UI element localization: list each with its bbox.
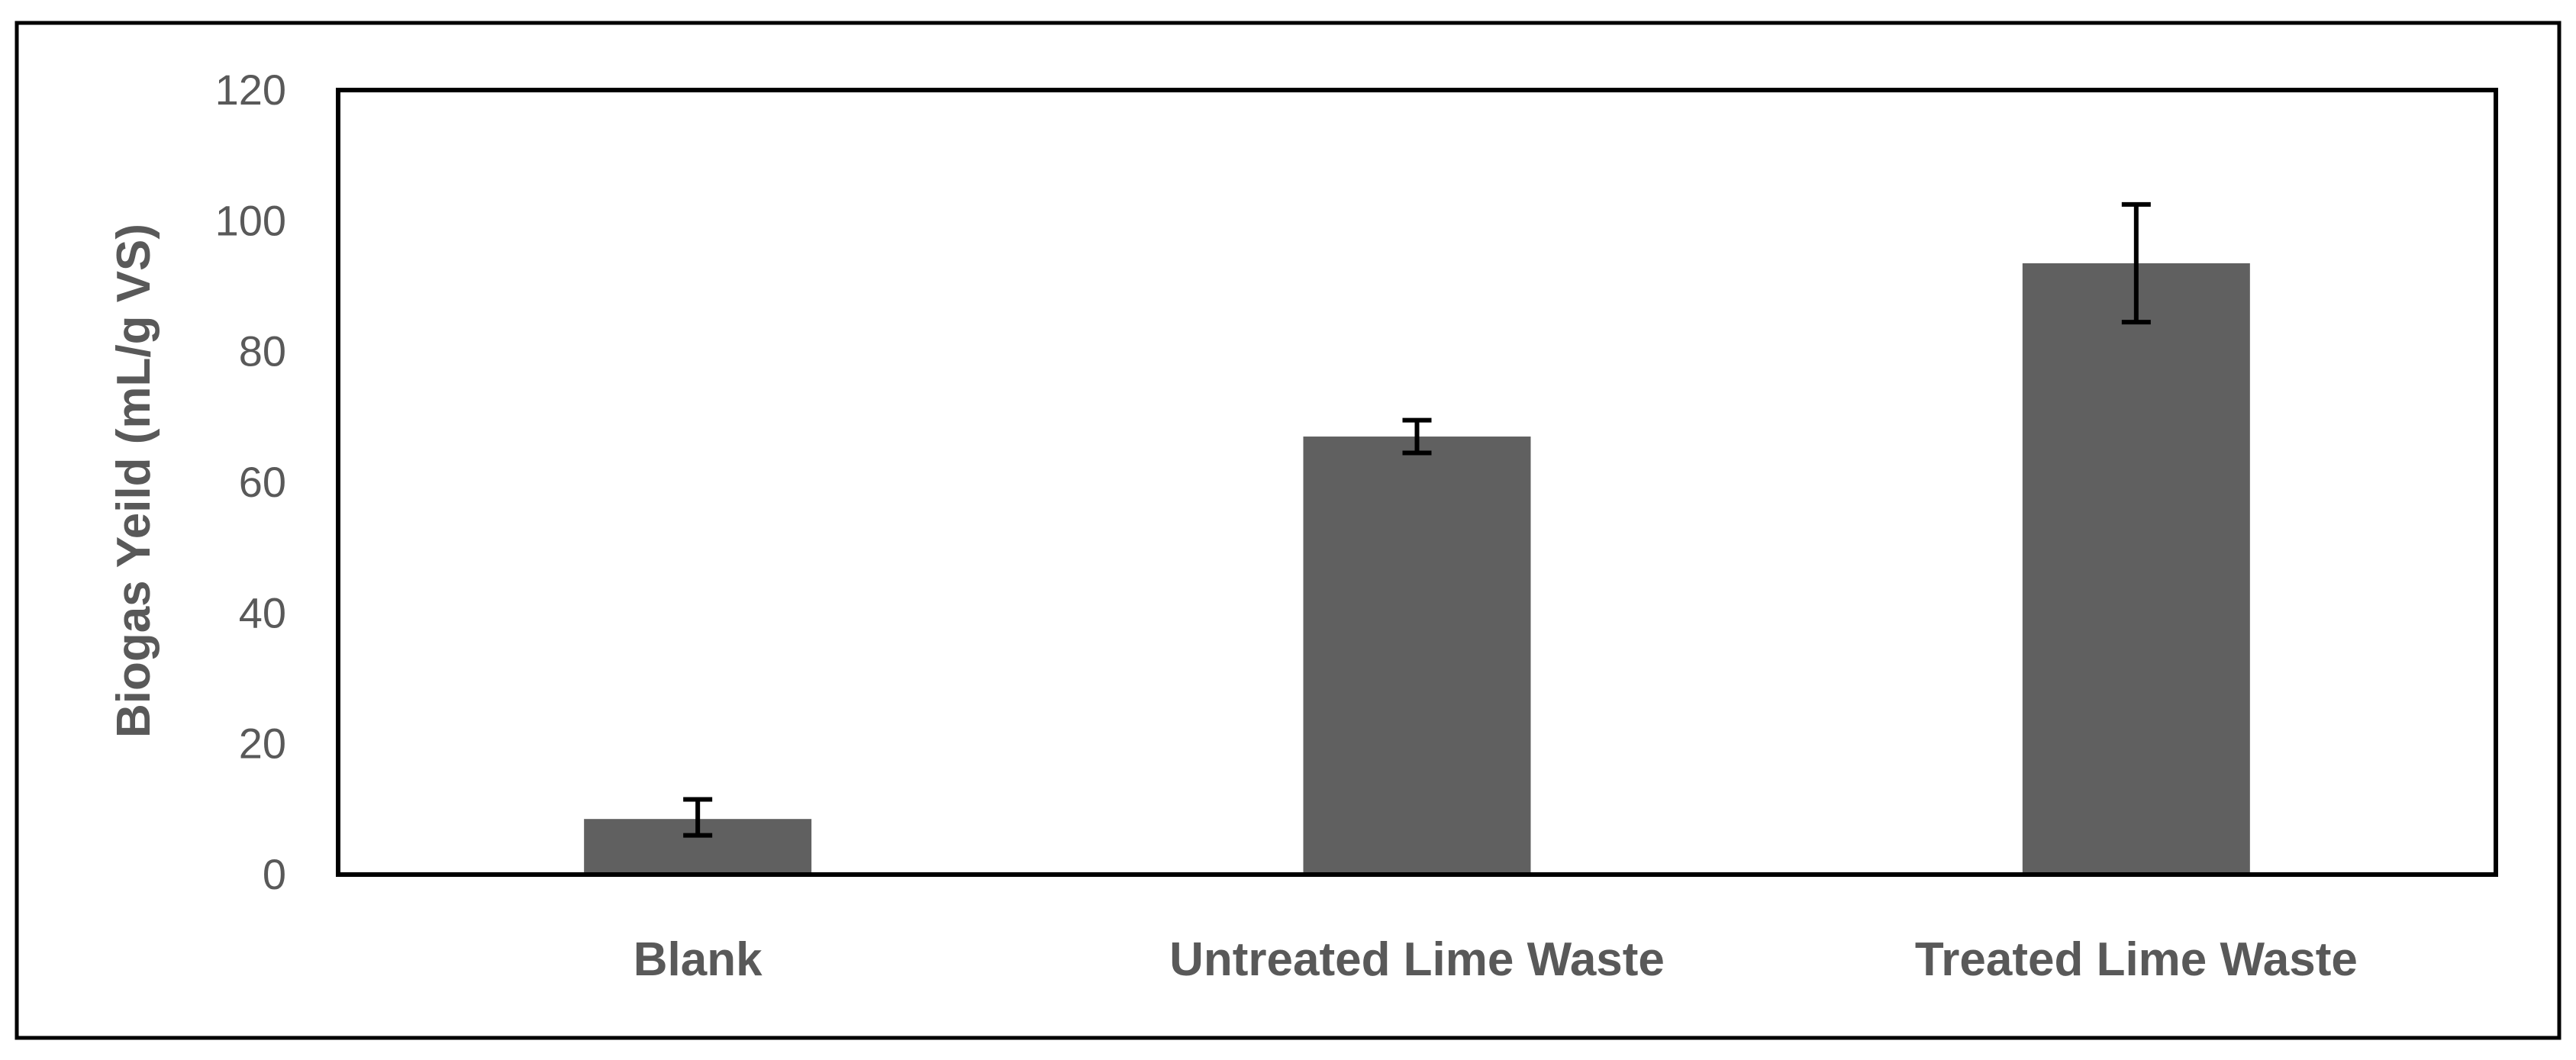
y-tick-label: 80 [239,327,286,375]
y-axis-title: Biogas Yeild (mL/g VS) [108,224,160,738]
bar [2022,263,2250,875]
y-tick-label: 40 [239,588,286,636]
x-category-label: Untreated Lime Waste [1169,933,1665,986]
y-tick-label: 100 [215,196,286,244]
y-tick-label: 0 [263,850,286,898]
plot-area-border [336,88,2498,877]
y-tick-label: 120 [215,66,286,114]
y-tick-label: 60 [239,458,286,506]
x-category-label: Treated Lime Waste [1915,933,2358,986]
x-category-label: Blank [634,933,762,986]
y-tick-label: 20 [239,720,286,768]
bar [1303,437,1531,875]
